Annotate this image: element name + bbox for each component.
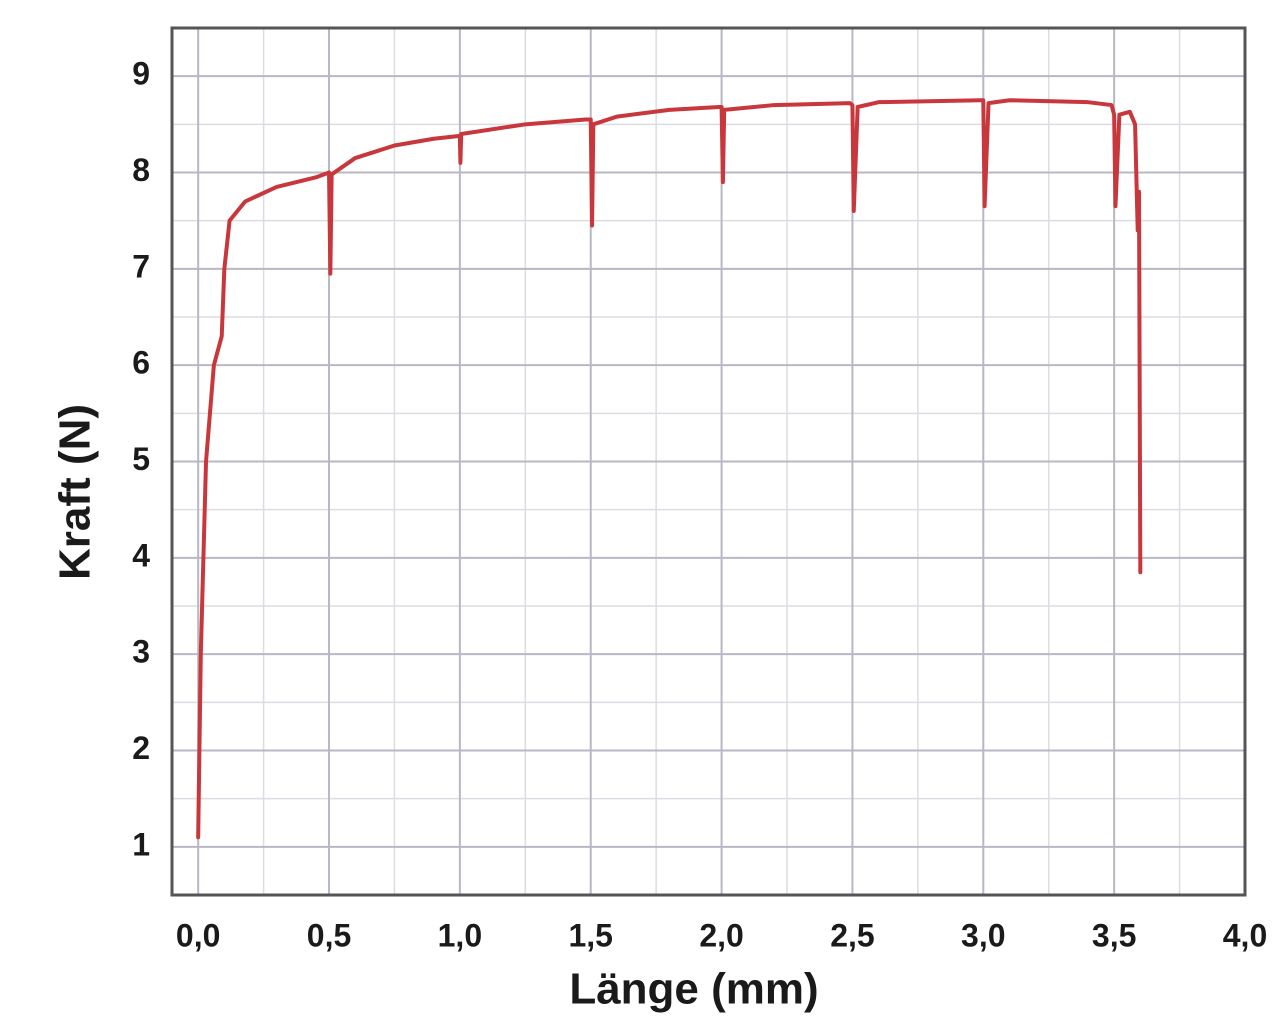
y-tick-label: 9 <box>132 56 150 92</box>
y-tick-label: 8 <box>132 152 150 188</box>
y-axis-label: Kraft (N) <box>51 404 100 580</box>
data-line <box>196 98 1143 840</box>
y-tick-label: 1 <box>132 826 150 862</box>
y-tick-label: 7 <box>132 248 150 284</box>
x-tick-label: 0,0 <box>176 917 220 953</box>
y-tick-label: 6 <box>132 345 150 381</box>
x-axis-label: Länge (mm) <box>569 965 818 1014</box>
y-tick-label: 3 <box>132 634 150 670</box>
x-tick-label: 3,0 <box>961 917 1005 953</box>
x-tick-label: 2,0 <box>699 917 743 953</box>
y-tick-label: 5 <box>132 441 150 477</box>
y-tick-label: 4 <box>132 537 150 573</box>
x-tick-label: 0,5 <box>307 917 351 953</box>
x-tick-label: 1,0 <box>438 917 482 953</box>
y-tick-label: 2 <box>132 730 150 766</box>
x-tick-label: 3,5 <box>1092 917 1136 953</box>
x-tick-label: 4,0 <box>1223 917 1267 953</box>
plot-frame <box>170 26 1247 897</box>
x-tick-label: 2,5 <box>830 917 874 953</box>
x-tick-label: 1,5 <box>568 917 612 953</box>
